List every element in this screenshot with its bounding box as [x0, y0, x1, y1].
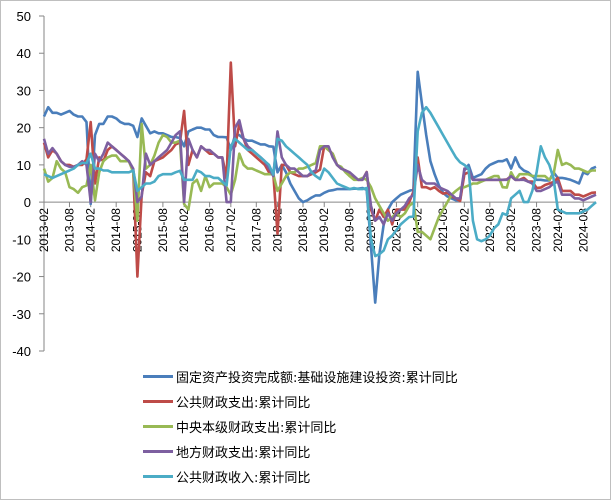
x-tick-label: 2014-02 — [84, 208, 98, 252]
x-tick-label: 2024-08 — [576, 208, 590, 252]
x-tick-label: 2023-08 — [530, 208, 544, 252]
legend-label: 地方财政支出:累计同比 — [176, 446, 311, 461]
x-tick-label: 2023-02 — [504, 208, 518, 252]
legend-swatch-icon — [143, 375, 173, 378]
x-tick-label: 2014-08 — [109, 208, 123, 252]
x-tick-label: 2017-02 — [224, 208, 238, 252]
legend-swatch-icon — [143, 450, 173, 453]
series-line-4 — [43, 105, 597, 258]
series-line-2 — [42, 122, 596, 241]
legend-item-local-expenditure: 地方财政支出:累计同比 — [143, 439, 458, 464]
x-tick-label: 2019-02 — [317, 208, 331, 252]
x-tick-label: 2016-08 — [203, 208, 217, 252]
y-tick-label: 10 — [17, 158, 31, 173]
x-tick-label: 2013-08 — [62, 208, 76, 252]
x-tick-label: 2021-08 — [436, 208, 450, 252]
legend-item-public-expenditure: 公共财政支出:累计同比 — [143, 389, 458, 414]
legend-label: 固定资产投资完成额:基础设施建设投资:累计同比 — [176, 371, 458, 386]
series-line-0 — [42, 70, 597, 304]
series-lines — [42, 61, 597, 304]
x-tick-label: 2022-02 — [457, 208, 471, 252]
legend-label: 公共财政支出:累计同比 — [176, 396, 311, 411]
y-tick-label: -10 — [12, 232, 31, 247]
legend-item-public-revenue: 公共财政收入:累计同比 — [143, 464, 458, 489]
y-tick-label: 50 — [17, 9, 31, 24]
legend-swatch-icon — [143, 425, 173, 428]
x-tick-label: 2018-08 — [296, 208, 310, 252]
y-tick-label: 30 — [17, 83, 31, 98]
legend-item-infrastructure: 固定资产投资完成额:基础设施建设投资:累计同比 — [143, 364, 458, 389]
x-tick-label: 2013-02 — [37, 208, 51, 252]
x-tick-label: 2019-08 — [343, 208, 357, 252]
x-tick-label: 2017-08 — [249, 208, 263, 252]
x-tick-label: 2024-02 — [551, 208, 565, 252]
y-tick-label: 0 — [24, 195, 31, 210]
x-tick-label: 2022-08 — [483, 208, 497, 252]
series-line-3 — [42, 118, 597, 226]
x-tick-label: 2016-02 — [177, 208, 191, 252]
y-tick-label: -20 — [12, 270, 31, 285]
legend-label: 公共财政收入:累计同比 — [176, 471, 311, 486]
y-tick-label: -30 — [12, 307, 31, 322]
legend-swatch-icon — [143, 475, 173, 478]
y-tick-label: -40 — [12, 344, 31, 359]
x-tick-label: 2015-08 — [156, 208, 170, 252]
legend-label: 中央本级财政支出:累计同比 — [176, 421, 337, 436]
y-tick-label: 40 — [17, 46, 31, 61]
legend: 固定资产投资完成额:基础设施建设投资:累计同比 公共财政支出:累计同比 中央本级… — [143, 364, 458, 489]
legend-swatch-icon — [143, 400, 173, 403]
legend-item-central-expenditure: 中央本级财政支出:累计同比 — [143, 414, 458, 439]
y-tick-label: 20 — [17, 121, 31, 136]
